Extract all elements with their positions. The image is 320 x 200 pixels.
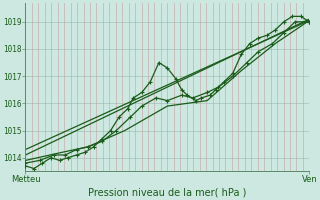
X-axis label: Pression niveau de la mer( hPa ): Pression niveau de la mer( hPa ) bbox=[88, 187, 247, 197]
